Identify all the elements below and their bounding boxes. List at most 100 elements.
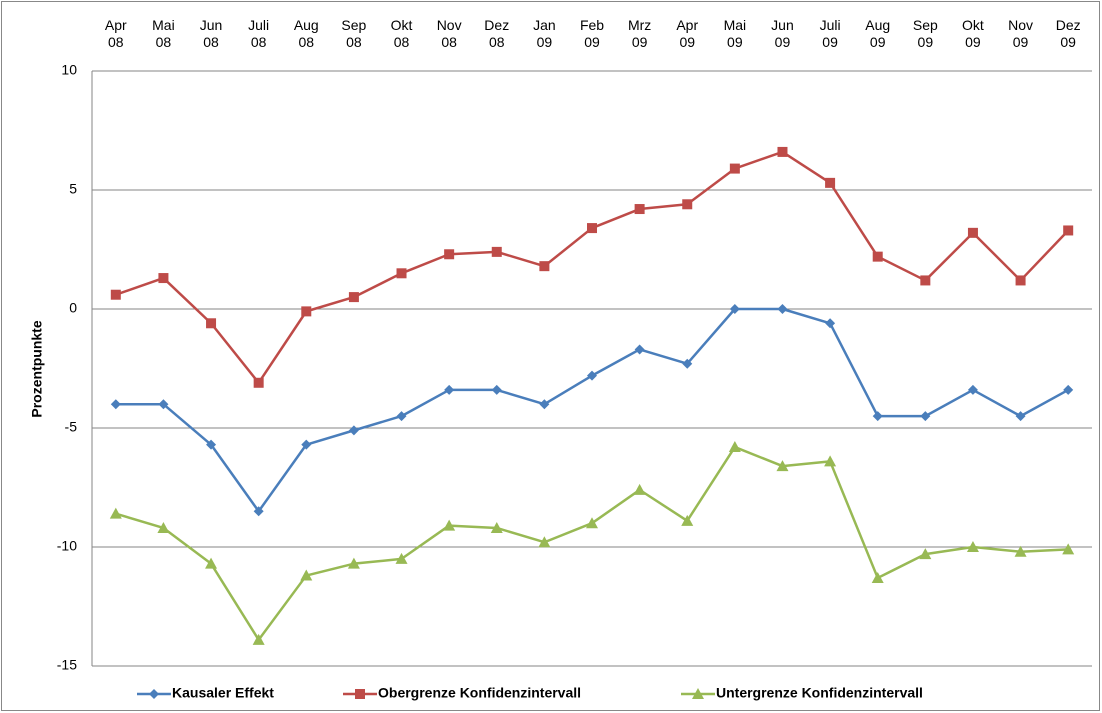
marker — [109, 507, 122, 519]
marker — [444, 249, 455, 260]
marker — [158, 273, 169, 284]
y-tick-label: 0 — [69, 300, 77, 316]
marker — [491, 246, 502, 257]
marker — [396, 411, 407, 422]
marker — [253, 506, 264, 517]
marker — [347, 557, 360, 569]
marker — [777, 304, 788, 314]
marker — [205, 557, 218, 569]
marker — [1063, 384, 1074, 395]
marker — [871, 571, 884, 583]
marker — [491, 384, 502, 395]
legend-marker — [355, 689, 365, 699]
series-line — [115, 150, 1070, 385]
marker — [444, 384, 455, 395]
marker — [587, 223, 597, 234]
marker — [206, 439, 217, 450]
marker — [348, 425, 359, 436]
x-tick-label: Feb 09 — [579, 17, 605, 50]
marker — [729, 304, 740, 314]
x-tick-label: Juli 09 — [819, 17, 841, 50]
marker — [633, 483, 646, 495]
x-tick-label: Apr 09 — [676, 17, 699, 50]
marker — [872, 411, 883, 422]
marker — [538, 536, 551, 548]
legend-label: Obergrenze Konfidenzintervall — [378, 685, 581, 701]
marker — [395, 552, 408, 564]
y-tick-label: -15 — [57, 657, 77, 673]
marker — [682, 199, 693, 210]
x-tick-label: Okt 09 — [962, 17, 984, 50]
x-tick-label: Jun 08 — [199, 17, 223, 50]
x-tick-label: Nov 09 — [1008, 17, 1034, 50]
marker — [919, 548, 932, 560]
x-tick-label: Mai 09 — [723, 17, 747, 50]
marker — [634, 344, 645, 355]
marker — [966, 541, 979, 552]
x-tick-label: Jan 09 — [533, 17, 556, 50]
marker — [396, 268, 407, 279]
x-tick-label: Juli 08 — [248, 17, 270, 50]
legend-label: Untergrenze Konfidenzintervall — [716, 685, 923, 701]
x-tick-label: Nov 08 — [436, 17, 462, 50]
marker — [301, 306, 312, 317]
marker — [1063, 225, 1074, 236]
marker — [681, 514, 694, 526]
marker — [825, 318, 836, 329]
marker — [825, 177, 836, 188]
marker — [539, 261, 550, 272]
marker — [920, 411, 931, 422]
legend-marker — [149, 689, 159, 699]
marker — [777, 146, 788, 157]
marker — [587, 370, 597, 381]
x-tick-label: Aug 09 — [865, 17, 891, 50]
marker — [1014, 545, 1027, 557]
marker — [1015, 411, 1026, 422]
x-tick-label: Dez 09 — [1055, 17, 1081, 50]
legend-label: Kausaler Effekt — [172, 685, 274, 701]
marker — [253, 377, 264, 388]
marker — [824, 455, 837, 467]
marker — [728, 441, 741, 453]
x-tick-label: Okt 08 — [390, 17, 413, 50]
marker — [252, 633, 265, 645]
x-tick-label: Sep 08 — [341, 17, 367, 50]
y-tick-label: -5 — [65, 419, 78, 435]
marker — [539, 399, 550, 410]
marker — [110, 399, 121, 410]
marker — [967, 384, 978, 395]
marker — [158, 399, 169, 410]
x-tick-label: Mrz 09 — [627, 17, 652, 50]
x-tick-label: Mai 08 — [152, 17, 175, 50]
marker — [300, 569, 313, 581]
marker — [110, 289, 121, 300]
y-tick-label: -10 — [57, 538, 77, 554]
legend-marker — [692, 688, 704, 699]
y-tick-label: 5 — [69, 181, 77, 197]
y-axis-label: Prozentpunkte — [29, 320, 45, 417]
marker — [634, 204, 645, 215]
series-line — [115, 307, 1069, 513]
marker — [1062, 543, 1075, 555]
marker — [443, 519, 456, 531]
marker — [490, 521, 503, 533]
series-line — [115, 445, 1069, 642]
marker — [967, 227, 978, 238]
marker — [872, 251, 883, 262]
x-tick-label: Jun 09 — [771, 17, 794, 50]
marker — [682, 358, 693, 369]
marker — [729, 163, 740, 174]
marker — [920, 275, 931, 286]
marker — [301, 439, 312, 450]
x-tick-label: Dez 08 — [484, 17, 510, 50]
x-tick-label: Sep 09 — [912, 17, 938, 50]
x-tick-label: Aug 08 — [293, 17, 319, 50]
marker — [348, 292, 359, 303]
marker — [586, 517, 598, 529]
y-tick-label: 10 — [61, 62, 77, 78]
x-tick-label: Apr 08 — [104, 17, 127, 50]
marker — [157, 521, 170, 533]
